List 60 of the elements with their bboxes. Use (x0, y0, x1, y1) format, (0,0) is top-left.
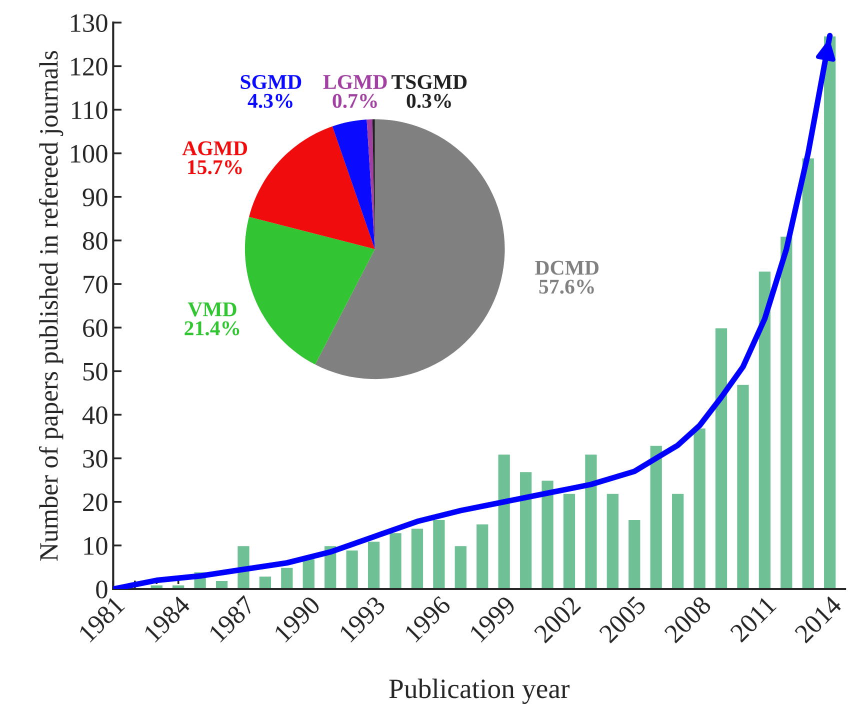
y-tick-label: 30 (83, 450, 108, 468)
bar (605, 492, 620, 590)
data-label: 0.7% (332, 94, 377, 108)
pie-slice (315, 119, 505, 380)
pie-slice (249, 126, 375, 250)
bar (280, 566, 294, 590)
bar (366, 540, 381, 590)
bar (648, 444, 664, 590)
slice-label: AGMD (182, 141, 248, 156)
slice-label: TSGMD (392, 75, 467, 90)
y-tick-label: 90 (82, 188, 108, 206)
slice-label: DCMD (535, 260, 599, 275)
pie-slice (332, 120, 375, 250)
y-tick-label: 80 (82, 232, 108, 250)
y-tick-label: 100 (71, 144, 108, 163)
bar (258, 575, 272, 590)
bar (496, 453, 512, 590)
y-tick-label: 20 (83, 493, 108, 512)
data-label: 4.3% (248, 94, 292, 108)
bar (388, 532, 403, 590)
bar (736, 384, 750, 590)
slice-label: VMD (188, 302, 236, 316)
bar (757, 270, 772, 590)
bar (518, 470, 534, 590)
bar (540, 479, 555, 590)
bar (562, 492, 576, 590)
bar (714, 326, 728, 590)
data-label: 15.7% (188, 160, 242, 174)
bar (344, 549, 360, 590)
slice-label: LGMD (323, 75, 387, 90)
bar (214, 580, 229, 590)
bar (584, 453, 598, 590)
bar (779, 235, 794, 590)
y-tick-label: 50 (83, 362, 108, 381)
bar (410, 527, 424, 590)
y-tick-label: 70 (84, 276, 108, 294)
x-axis-title: Publication year (389, 678, 570, 704)
slice-label: SGMD (240, 75, 302, 90)
y-tick-label: 110 (72, 101, 108, 120)
y-tick-label: 120 (71, 58, 108, 76)
y-tick-label: 130 (71, 14, 108, 32)
pie-slice (366, 119, 375, 250)
y-tick-label: 60 (83, 319, 108, 337)
bar (432, 518, 446, 590)
bar (670, 492, 686, 590)
data-label: 0.3% (406, 94, 451, 108)
bar (692, 427, 707, 590)
pie-slice (245, 216, 375, 365)
bar (800, 156, 816, 590)
bar (475, 522, 490, 590)
y-axis-title: Number of papers published in refereed journals (38, 51, 64, 561)
data-label: 21.4% (184, 321, 240, 336)
y-tick-label: 0 (96, 580, 108, 598)
y-tick-label: 10 (84, 537, 108, 555)
bar (627, 518, 642, 590)
data-label: 57.6% (539, 280, 594, 294)
bar (301, 558, 316, 590)
x-tick-label: 2011 (729, 596, 777, 643)
y-tick-label: 40 (82, 406, 108, 424)
bar (453, 544, 468, 590)
